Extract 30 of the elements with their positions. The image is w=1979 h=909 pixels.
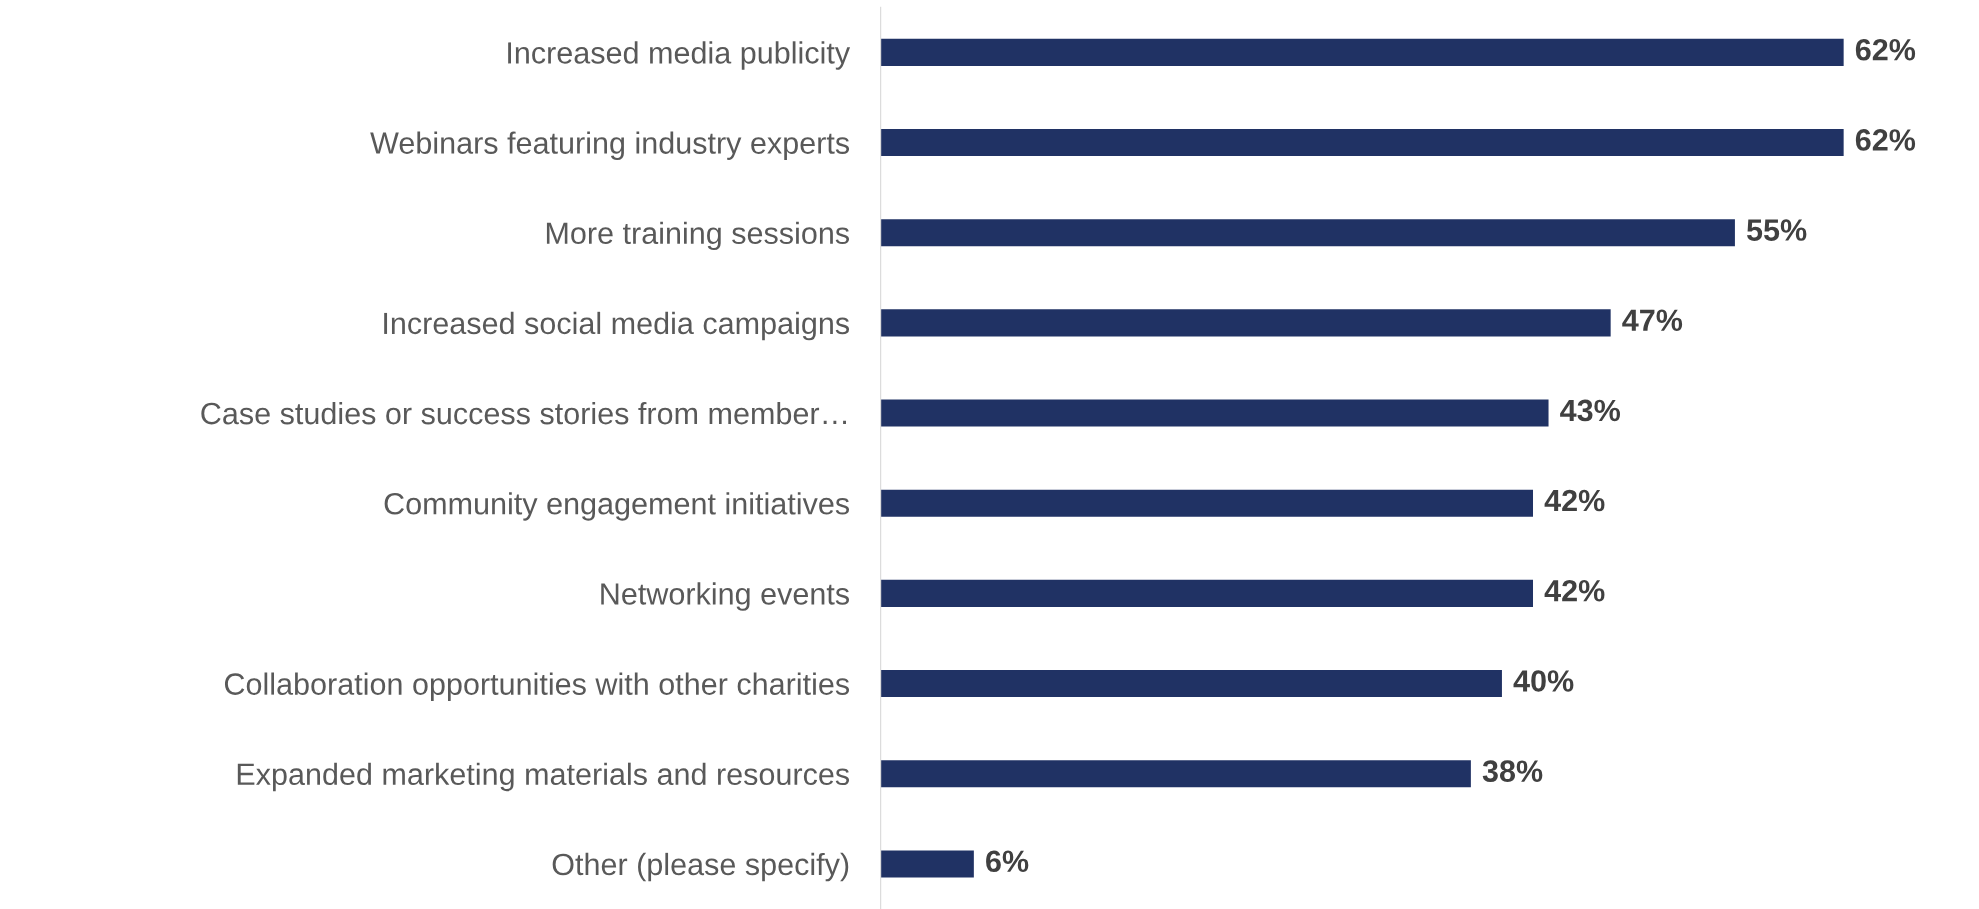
y-tick-label: Webinars featuring industry experts: [370, 131, 850, 160]
data-label: 62%: [1855, 129, 1916, 151]
y-tick-label: Increased social media campaigns: [384, 311, 850, 341]
y-tick-label: Collaboration opportunities with other charities: [224, 672, 850, 701]
data-label: 42%: [1544, 579, 1605, 602]
data-label: 62%: [1855, 38, 1916, 61]
y-tick-label: Networking events: [601, 582, 850, 611]
bar: [880, 38, 1844, 66]
data-label: 43%: [1560, 399, 1620, 422]
bar: [880, 129, 1844, 157]
data-label: 47%: [1622, 309, 1683, 332]
data-label: 55%: [1746, 219, 1807, 241]
y-tick-label: Other (please specify): [552, 852, 849, 882]
y-tick-label: Increased media publicity: [508, 41, 851, 70]
data-label: 38%: [1482, 760, 1543, 782]
y-tick-label: More training sessions: [546, 221, 850, 251]
bar: [880, 579, 1534, 607]
bar: [880, 219, 1735, 247]
y-tick-label: Case studies or success stories from member…: [201, 401, 846, 425]
data-label: 42%: [1544, 489, 1605, 512]
data-label: 6%: [986, 850, 1029, 873]
bar: [880, 489, 1534, 517]
bar: [880, 760, 1471, 788]
y-tick-label: Community engagement initiatives: [384, 492, 850, 521]
bar: [880, 850, 974, 878]
bar: [880, 309, 1611, 337]
y-tick-label: Expanded marketing materials and resources: [237, 762, 850, 792]
bar: [880, 670, 1502, 698]
data-label: 40%: [1513, 670, 1574, 692]
bar: [880, 399, 1549, 427]
